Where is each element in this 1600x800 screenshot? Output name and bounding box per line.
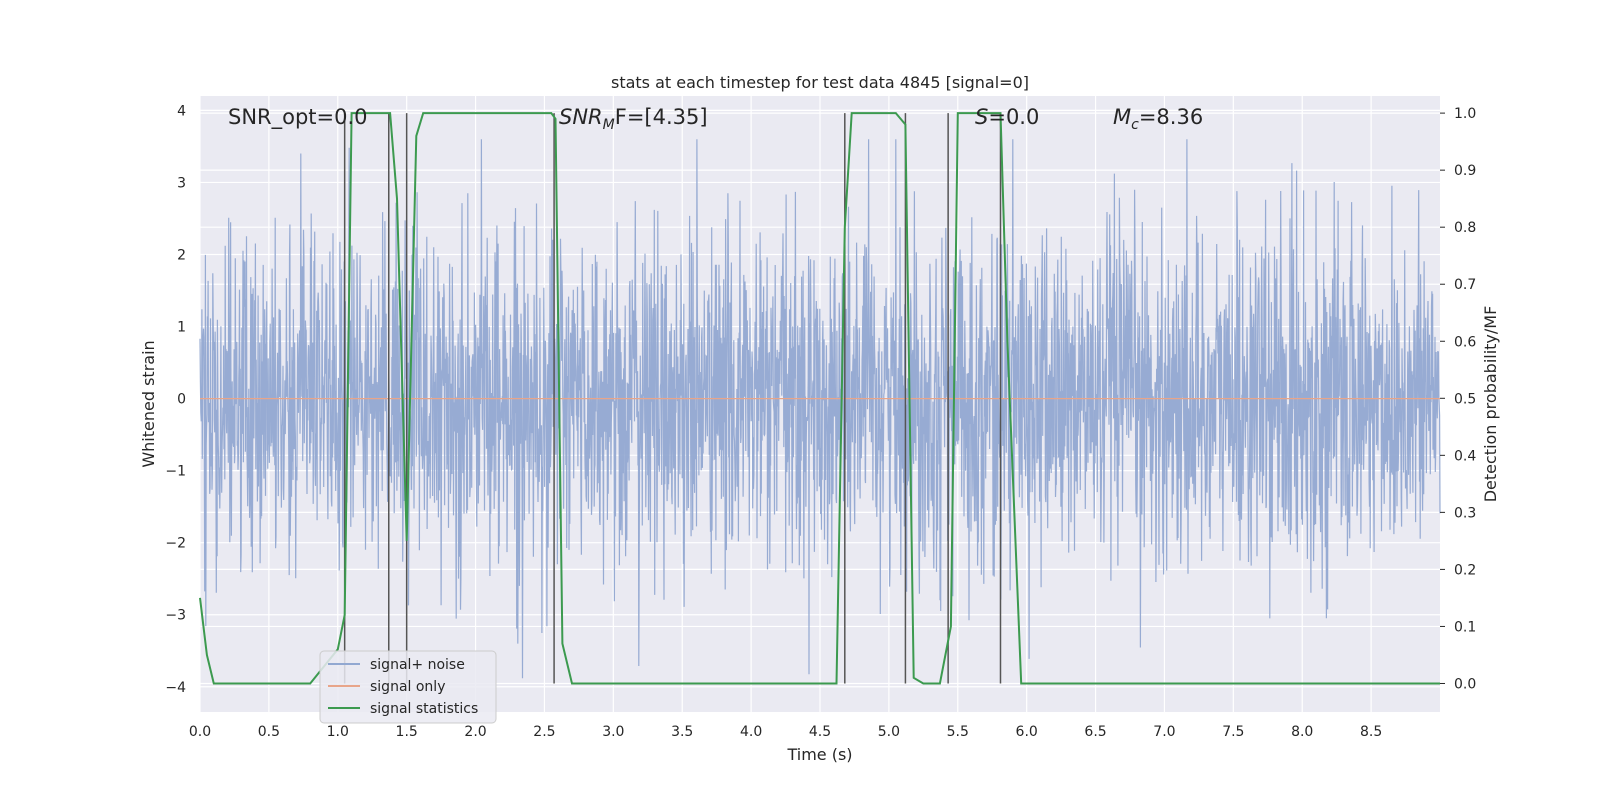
legend: signal+ noise signal only signal statist… xyxy=(319,650,497,724)
s-label: S xyxy=(975,105,988,129)
snr-mf-rest: F=[4.35] xyxy=(615,105,708,129)
y-tick-label: 1 xyxy=(177,320,186,336)
y2-tick-label: 0.1 xyxy=(1454,619,1476,635)
snr-mf-base: SNR xyxy=(559,105,603,129)
legend-box xyxy=(319,650,497,724)
snr-mf-annotation: SNRMF=[4.35] xyxy=(559,105,708,133)
x-tick-label: 5.5 xyxy=(947,724,969,740)
x-tick-label: 8.5 xyxy=(1360,724,1382,740)
x-tick-label: 8.0 xyxy=(1291,724,1313,740)
x-tick-label: 0.0 xyxy=(189,724,211,740)
signal-statistics-series xyxy=(199,112,1440,685)
s-value: =0.0 xyxy=(988,105,1039,129)
y-tick-label: 3 xyxy=(177,175,186,191)
x-tick-label: 7.0 xyxy=(1153,724,1175,740)
x-tick-label: 5.0 xyxy=(878,724,900,740)
y2-tick-label: 0.0 xyxy=(1454,676,1476,692)
y2-tick-label: 0.3 xyxy=(1454,505,1476,521)
x-tick-label: 3.5 xyxy=(671,724,693,740)
x-tick-label: 3.0 xyxy=(602,724,624,740)
y2-tick-label: 0.7 xyxy=(1454,277,1476,293)
y-tick-label: −1 xyxy=(165,464,186,480)
y-tick-label: −3 xyxy=(165,608,186,624)
legend-label-noise: signal+ noise xyxy=(370,657,465,673)
y2-tick-label: 0.8 xyxy=(1454,220,1476,236)
x-axis-label: Time (s) xyxy=(786,745,852,764)
y-tick-label: −2 xyxy=(165,536,186,552)
chart-title: stats at each timestep for test data 484… xyxy=(611,73,1029,92)
x-tick-label: 4.0 xyxy=(740,724,762,740)
x-tick-label: 1.0 xyxy=(327,724,349,740)
y-tick-label: 2 xyxy=(177,248,186,264)
y2-axis-label: Detection probability/MF xyxy=(1481,306,1500,503)
snr-mf-sub: M xyxy=(603,117,615,133)
legend-label-statistics: signal statistics xyxy=(370,701,478,717)
y-axis-label: Whitened strain xyxy=(139,340,158,467)
x-tick-label: 0.5 xyxy=(258,724,280,740)
x-tick-label: 2.5 xyxy=(533,724,555,740)
signal-statistics-line xyxy=(199,112,1440,685)
vertical-markers xyxy=(343,113,1002,684)
y-tick-label: −4 xyxy=(165,680,186,696)
y-tick-label: 0 xyxy=(177,392,186,408)
legend-label-signal-only: signal only xyxy=(370,679,445,695)
x-tick-label: 7.5 xyxy=(1222,724,1244,740)
s-annotation: S=0.0 xyxy=(975,105,1039,129)
snr-opt-annotation: SNR_opt=0.0 xyxy=(228,105,368,130)
x-tick-label: 6.5 xyxy=(1084,724,1106,740)
y2-tick-label: 1.0 xyxy=(1454,106,1476,122)
x-tick-label: 6.0 xyxy=(1016,724,1038,740)
y2-tick-label: 0.9 xyxy=(1454,163,1476,179)
y2-tick-label: 0.2 xyxy=(1454,562,1476,578)
y2-tick-label: 0.4 xyxy=(1454,448,1476,464)
mc-annotation: Mc=8.36 xyxy=(1113,105,1203,133)
mc-value: =8.36 xyxy=(1139,105,1203,129)
mc-sub: c xyxy=(1131,117,1139,133)
y2-tick-label: 0.5 xyxy=(1454,391,1476,407)
x-tick-label: 1.5 xyxy=(396,724,418,740)
x-tick-label: 2.0 xyxy=(464,724,486,740)
tick-labels: 0.0 0.5 1.0 1.5 2.0 2.5 3.0 3.5 4.0 4.5 5.0 5.5 6.0 6… xyxy=(165,103,1476,740)
y2-tick-label: 0.6 xyxy=(1454,334,1476,350)
x-tick-label: 4.5 xyxy=(809,724,831,740)
mc-base: M xyxy=(1113,105,1131,129)
y-tick-label: 4 xyxy=(177,103,186,119)
